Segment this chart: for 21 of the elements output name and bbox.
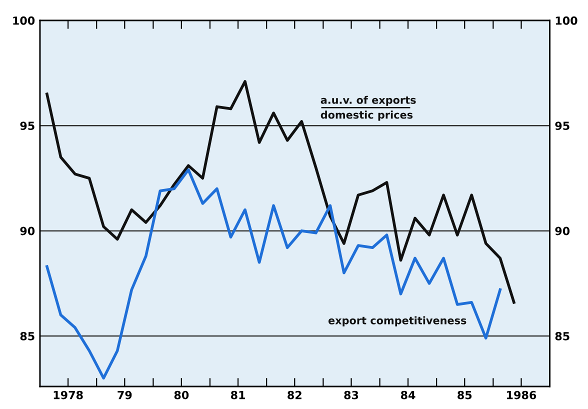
x-tick-label: 84 [400,390,416,400]
y-tick-label: 90 [20,226,35,236]
x-tick-label: 79 [118,390,132,400]
series-label: export competitiveness [328,316,466,326]
x-tick-label: 81 [230,390,246,400]
y2-tick-label: 100 [556,16,578,25]
x-tick-label: 82 [288,390,302,400]
y2-tick-label: 90 [555,226,570,236]
y2-tick-label: 85 [555,332,570,340]
line-series [46,80,516,304]
series-label: a.u.v. of exports domestic prices [320,96,416,121]
x-tick-label: 85 [458,390,472,400]
y-tick-label: 95 [20,122,34,130]
y-tick-label: 100 [13,16,35,25]
x-tick-label: 83 [344,390,358,400]
line-series [46,168,502,380]
x-tick-label: 1978 [54,390,83,400]
x-tick-label: 80 [174,390,189,400]
y-tick-label: 85 [20,332,34,340]
x-tick-label: 1986 [507,390,536,400]
y2-tick-label: 95 [555,122,570,130]
